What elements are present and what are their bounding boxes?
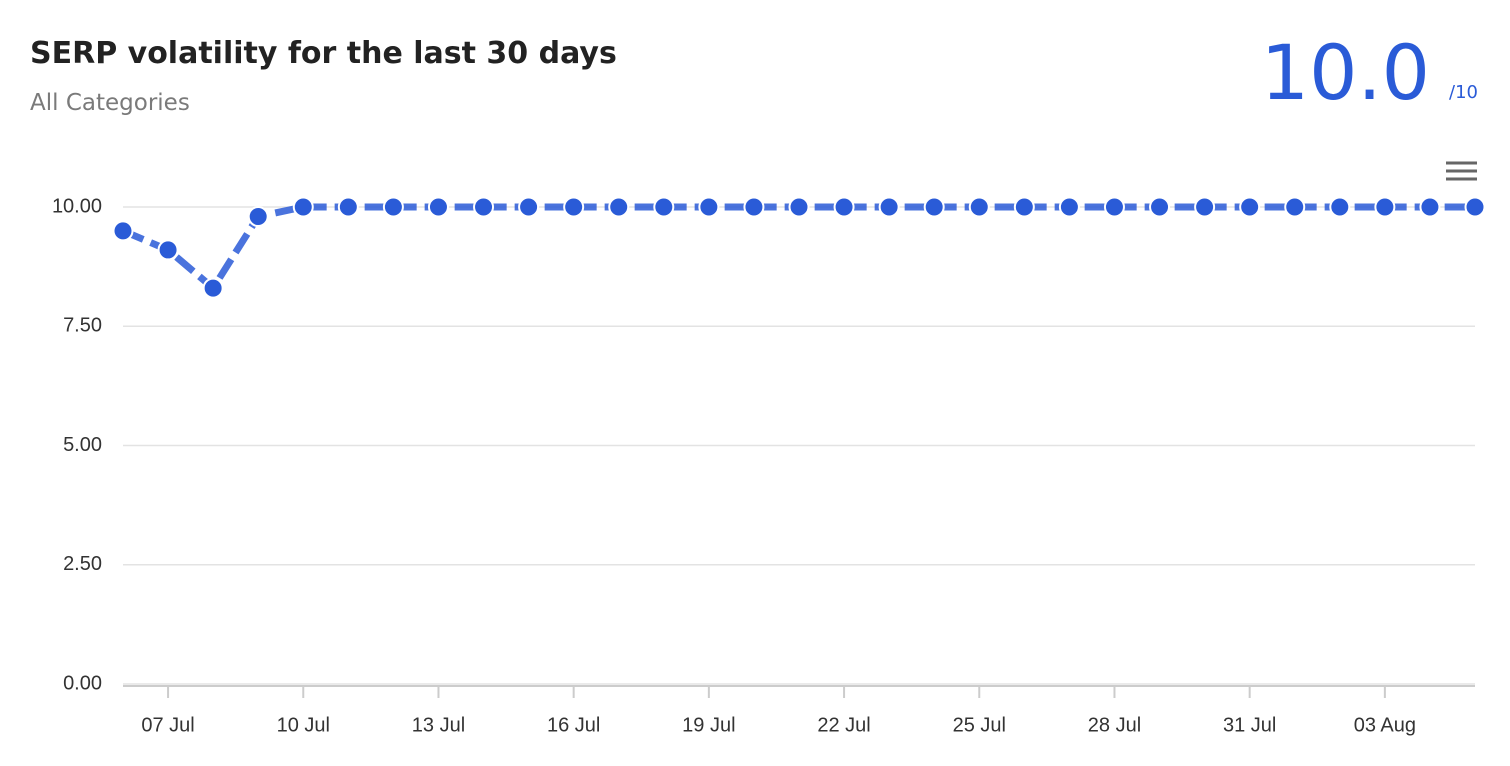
y-tick-label: 5.00	[63, 434, 102, 456]
data-point	[1058, 196, 1080, 218]
x-tick-label: 22 Jul	[817, 714, 870, 736]
data-point	[1149, 196, 1171, 218]
data-point	[157, 239, 179, 261]
title: SERP volatility for the last 30 days	[30, 36, 617, 71]
data-point	[1239, 196, 1261, 218]
data-point	[1464, 196, 1486, 218]
x-tick-label: 16 Jul	[547, 714, 600, 736]
data-point	[292, 196, 314, 218]
data-point	[382, 196, 404, 218]
data-point	[473, 196, 495, 218]
data-point	[1419, 196, 1441, 218]
data-point	[518, 196, 540, 218]
score-max: /10	[1449, 82, 1478, 103]
x-tick-label: 28 Jul	[1088, 714, 1141, 736]
data-point	[878, 196, 900, 218]
x-tick-label: 10 Jul	[277, 714, 330, 736]
data-point	[202, 277, 224, 299]
data-point	[923, 196, 945, 218]
data-point	[1329, 196, 1351, 218]
data-point	[427, 196, 449, 218]
data-point	[563, 196, 585, 218]
data-point	[653, 196, 675, 218]
data-point	[608, 196, 630, 218]
data-point	[1284, 196, 1306, 218]
data-point	[247, 206, 269, 228]
y-tick-label: 10.00	[52, 195, 102, 217]
data-point	[968, 196, 990, 218]
x-tick-label: 07 Jul	[141, 714, 194, 736]
subtitle: All Categories	[30, 90, 190, 116]
data-point	[337, 196, 359, 218]
x-tick-label: 13 Jul	[412, 714, 465, 736]
data-point	[833, 196, 855, 218]
score: 10.0	[1260, 28, 1430, 117]
data-point	[698, 196, 720, 218]
x-tick-label: 31 Jul	[1223, 714, 1276, 736]
data-point	[743, 196, 765, 218]
data-point	[1103, 196, 1125, 218]
y-tick-label: 7.50	[63, 315, 102, 337]
y-tick-label: 2.50	[63, 553, 102, 575]
x-tick-label: 25 Jul	[953, 714, 1006, 736]
data-point	[1374, 196, 1396, 218]
data-point	[112, 220, 134, 242]
data-point	[788, 196, 810, 218]
series-line	[121, 203, 1475, 292]
y-tick-label: 0.00	[63, 672, 102, 694]
x-tick-label: 03 Aug	[1354, 714, 1416, 736]
x-tick-label: 19 Jul	[682, 714, 735, 736]
menu-icon[interactable]	[1446, 161, 1477, 181]
data-point	[1013, 196, 1035, 218]
data-point	[1194, 196, 1216, 218]
